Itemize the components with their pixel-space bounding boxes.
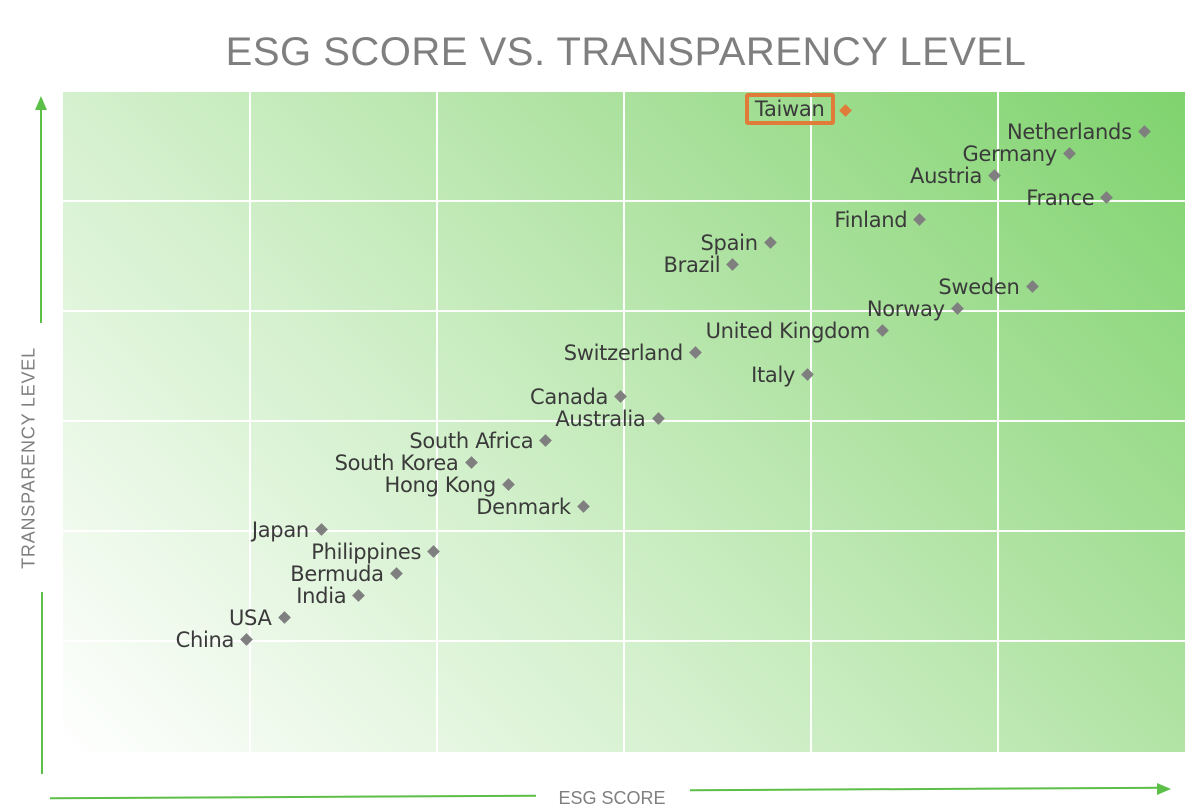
diamond-marker-icon	[464, 455, 478, 469]
x-axis-arrow-icon	[1157, 783, 1171, 795]
gridline-horizontal	[63, 420, 1185, 422]
gridline-horizontal	[63, 310, 1185, 312]
data-label: France	[1026, 185, 1095, 210]
gridline-vertical	[810, 92, 812, 752]
gridline-vertical	[436, 92, 438, 752]
diamond-marker-icon	[689, 345, 702, 359]
data-label: Austria	[910, 163, 983, 188]
data-label: China	[175, 627, 235, 652]
data-label: Japan	[251, 517, 309, 542]
diamond-marker-icon	[801, 367, 814, 381]
data-label: Denmark	[476, 494, 571, 519]
y-axis-arrow-icon	[35, 96, 47, 110]
chart-title: ESG SCORE VS. TRANSPARENCY LEVEL	[225, 30, 1027, 74]
diamond-marker-icon	[1025, 279, 1039, 293]
data-label: Philippines	[311, 539, 422, 564]
diamond-marker-icon	[315, 523, 328, 536]
diamond-marker-icon	[1137, 124, 1151, 138]
data-label: Brazil	[663, 252, 721, 277]
diamond-marker-icon	[876, 323, 889, 337]
data-label: Canada	[530, 384, 609, 409]
data-label: Netherlands	[1007, 119, 1132, 144]
diamond-marker-icon	[988, 168, 1001, 182]
gridline-horizontal	[63, 200, 1185, 202]
y-axis-label: TRANSPARENCY LEVEL	[18, 347, 39, 569]
data-label: Australia	[555, 406, 646, 431]
diamond-marker-icon	[913, 212, 927, 226]
x-axis-line-left	[49, 794, 537, 800]
data-label: Italy	[751, 362, 796, 387]
diamond-marker-icon	[838, 103, 852, 117]
diamond-marker-icon	[1063, 146, 1076, 160]
diamond-marker-icon	[614, 389, 627, 403]
diamond-marker-icon	[763, 235, 777, 249]
diamond-marker-icon	[240, 633, 253, 646]
data-label: South Korea	[334, 450, 459, 475]
data-label: Taiwan	[744, 92, 835, 125]
gridline-horizontal	[63, 640, 1185, 642]
diamond-marker-icon	[950, 301, 964, 315]
y-axis-line-lower	[41, 592, 43, 774]
diamond-marker-icon	[651, 411, 665, 425]
data-label: Spain	[700, 230, 758, 255]
data-label: Norway	[866, 296, 945, 321]
data-label: Sweden	[938, 274, 1020, 299]
x-axis-label: ESG SCORE	[558, 788, 666, 808]
data-label: Hong Kong	[384, 472, 496, 497]
y-axis-line-upper	[40, 108, 42, 323]
x-axis-line-right	[689, 786, 1161, 792]
diamond-marker-icon	[389, 567, 403, 580]
diamond-marker-icon	[352, 589, 366, 602]
diamond-marker-icon	[576, 499, 590, 513]
gridline-vertical	[997, 92, 999, 752]
data-label: Switzerland	[563, 340, 684, 365]
data-label: Finland	[834, 207, 908, 232]
gridline-vertical	[249, 92, 251, 752]
data-label: United Kingdom	[705, 318, 871, 343]
data-label: Bermuda	[290, 561, 384, 586]
diamond-marker-icon	[539, 433, 553, 447]
diamond-marker-icon	[726, 257, 740, 271]
data-label: South Africa	[409, 428, 534, 453]
diamond-marker-icon	[277, 611, 291, 624]
gridline-vertical	[623, 92, 625, 752]
data-label: USA	[228, 605, 272, 630]
gridline-horizontal	[63, 530, 1185, 532]
diamond-marker-icon	[502, 477, 515, 491]
diamond-marker-icon	[427, 545, 440, 558]
data-label: Germany	[962, 141, 1058, 166]
data-label: India	[296, 583, 347, 608]
plot-area: Taiwan Netherlands Germany Austria France Fin…	[63, 92, 1185, 752]
